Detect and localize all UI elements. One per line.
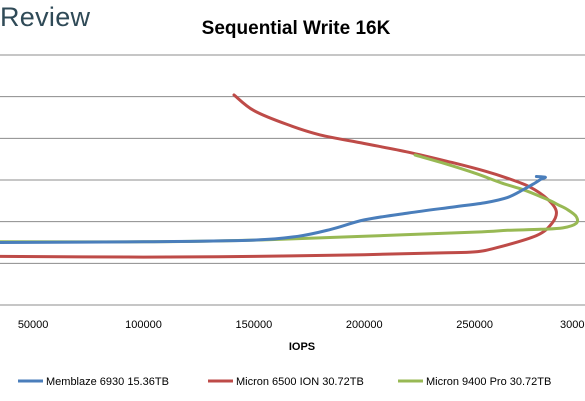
series-layer — [0, 93, 580, 259]
x-tick-label: 250000 — [456, 319, 493, 331]
legend-label: Micron 9400 Pro 30.72TB — [426, 376, 551, 388]
x-tick-label: 100000 — [125, 319, 162, 331]
series-line-0 — [0, 175, 547, 244]
x-tick-label: 200000 — [346, 319, 383, 331]
series-line-1 — [0, 93, 558, 259]
legend: Memblaze 6930 15.36TB Micron 6500 ION 30.… — [18, 376, 551, 388]
legend-entry: Micron 9400 Pro 30.72TB — [398, 376, 551, 388]
brand-logo-text: Review — [0, 2, 91, 32]
legend-entry: Memblaze 6930 15.36TB — [18, 376, 169, 388]
x-tick-label: 50000 — [18, 319, 49, 331]
x-tick-label: 150000 — [236, 319, 273, 331]
legend-label: Micron 6500 ION 30.72TB — [236, 376, 364, 388]
series-line-2 — [0, 153, 580, 244]
x-axis-label: IOPS — [289, 341, 315, 353]
x-axis-ticks: 50000 100000 150000 200000 250000 300000 — [18, 319, 585, 331]
x-tick-label: 300000 — [560, 319, 585, 331]
legend-label: Memblaze 6930 15.36TB — [46, 376, 169, 388]
grid-lines — [0, 54, 585, 306]
chart-title: Sequential Write 16K — [202, 18, 391, 39]
legend-entry: Micron 6500 ION 30.72TB — [208, 376, 364, 388]
